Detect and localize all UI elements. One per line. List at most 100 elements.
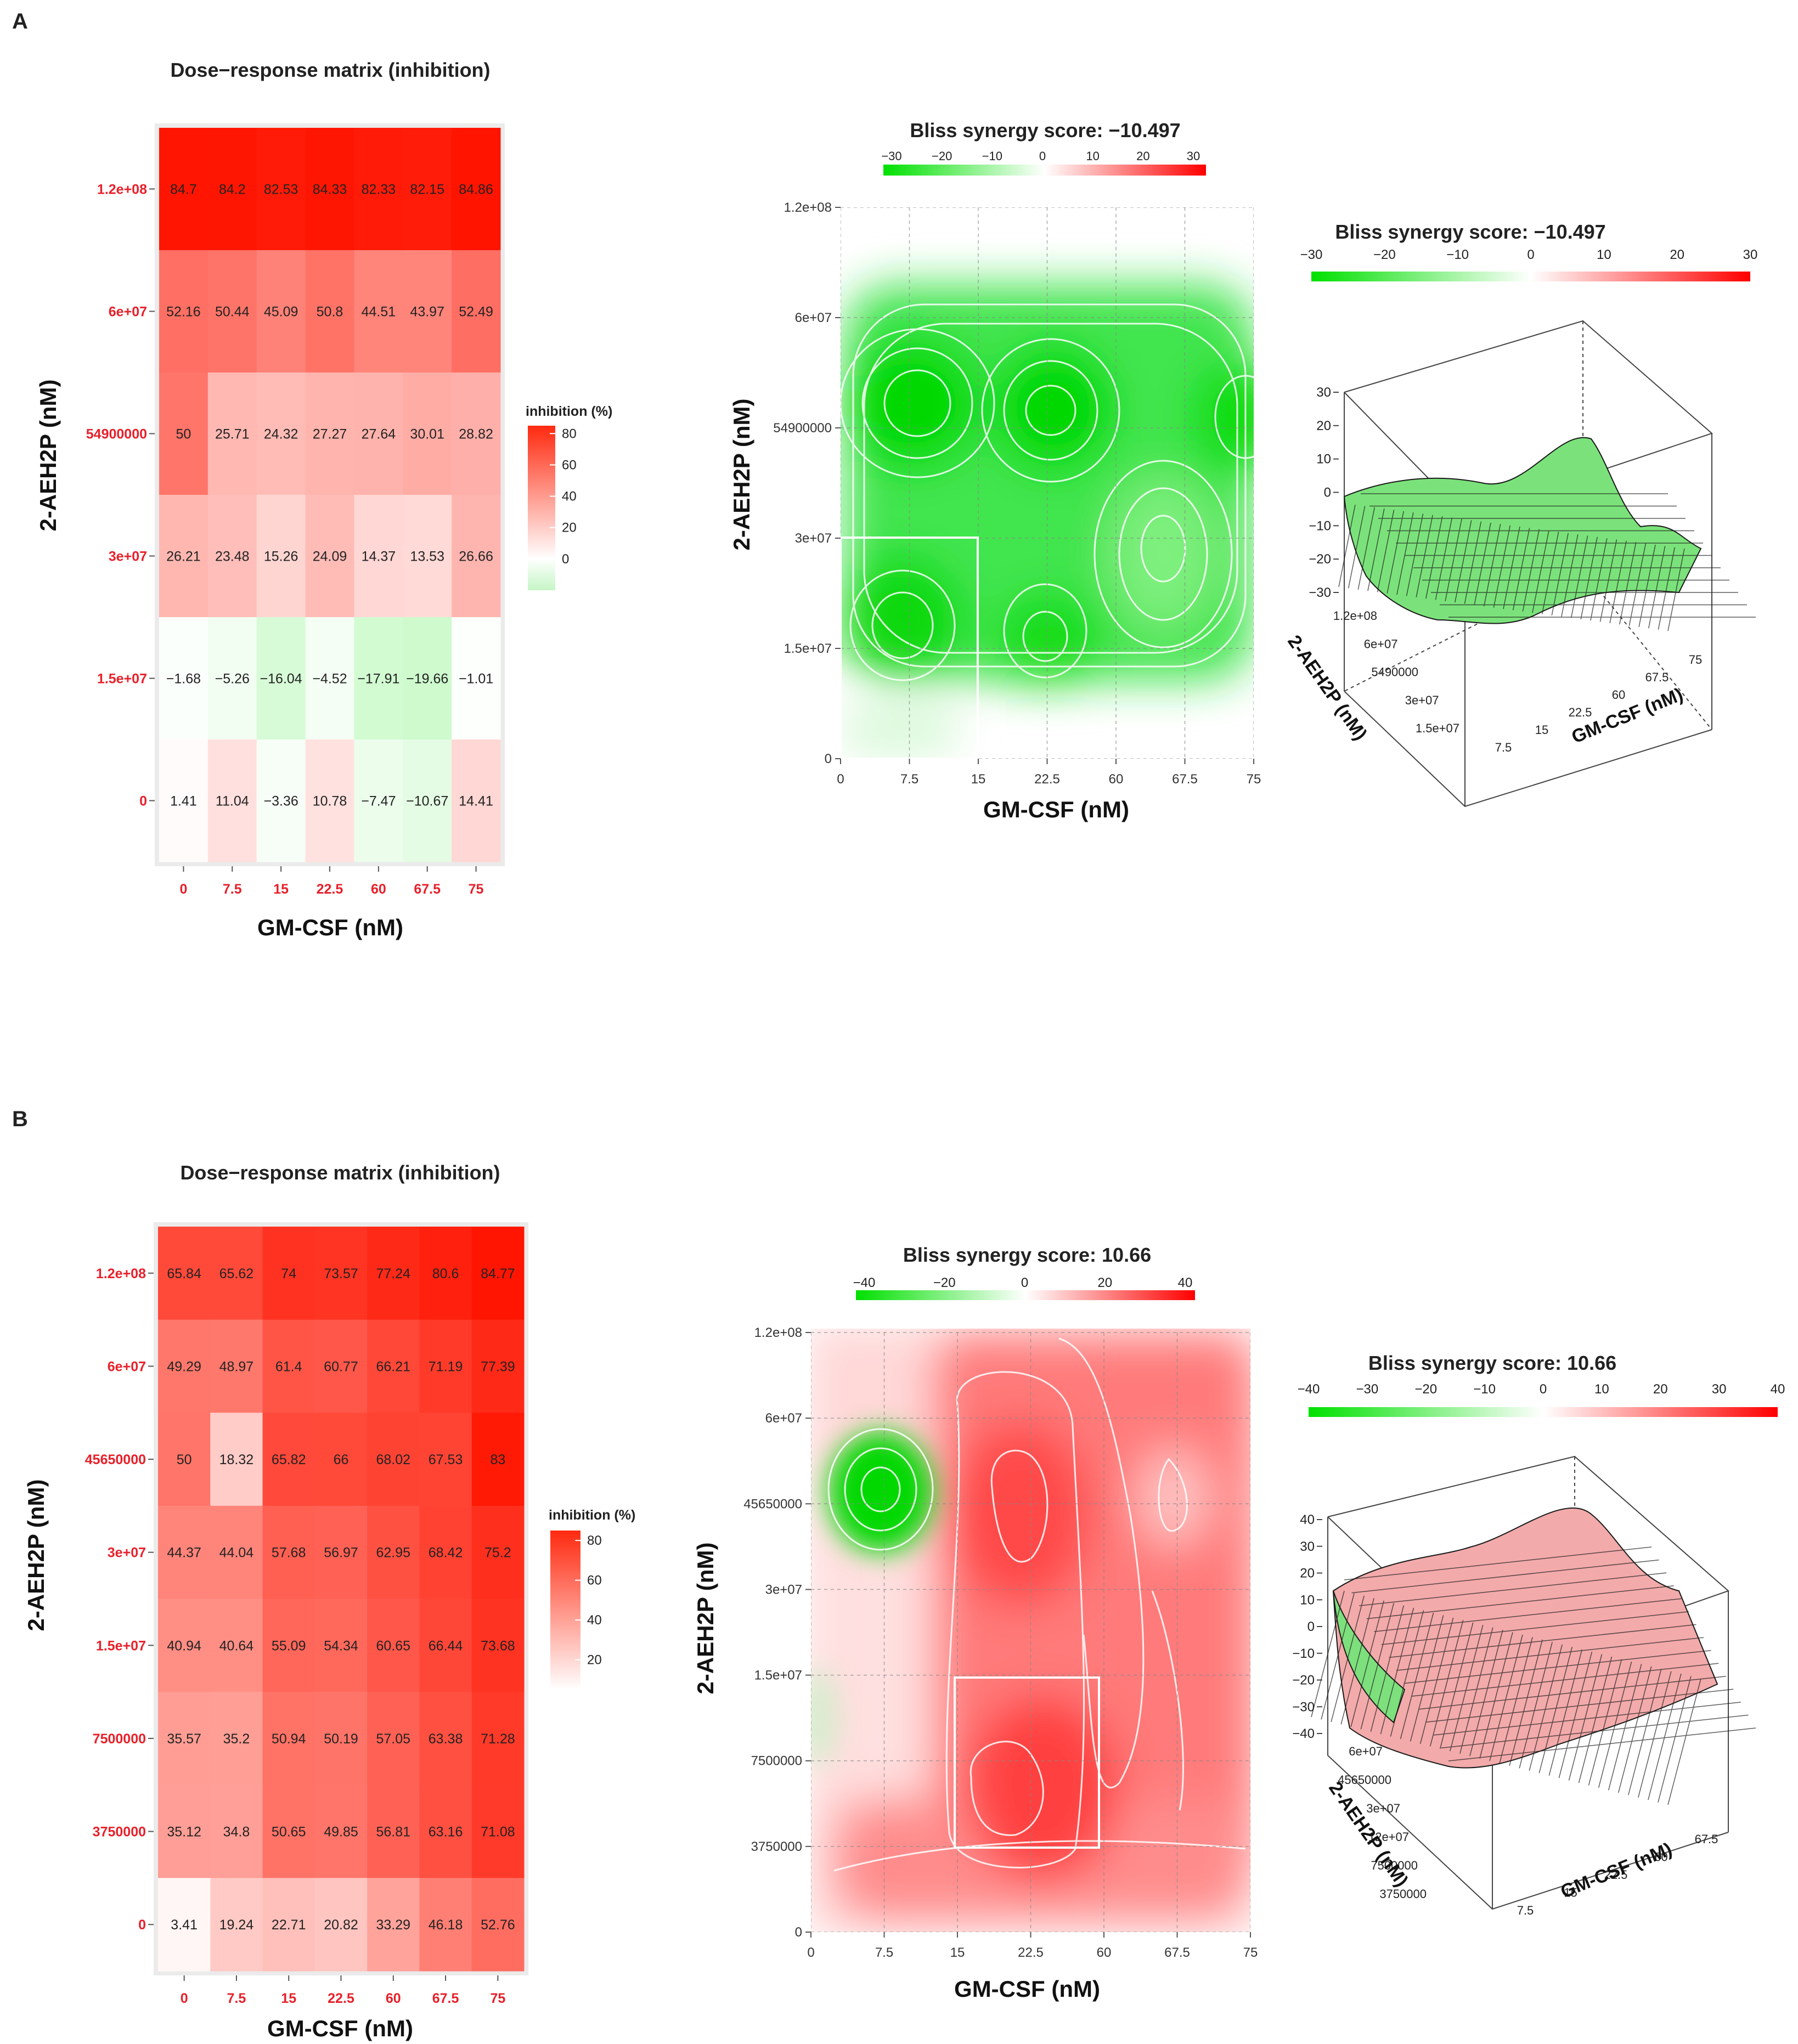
mesh-line: [1390, 1610, 1424, 1737]
y-tick-label: 1.2e+08: [97, 182, 147, 197]
z-tick-label: 30: [1316, 385, 1331, 400]
cell-label: 1.41: [170, 794, 197, 809]
y-tick-label: 54900000: [86, 427, 147, 442]
mesh-line: [1389, 1624, 1696, 1658]
legend-tick-label: 40: [587, 1613, 602, 1628]
heatmap-cell: [367, 1505, 420, 1599]
colorbar-tick-label: 0: [1039, 149, 1046, 163]
y-tick-label: 3e+07: [795, 531, 832, 546]
mesh-line: [1410, 1615, 1444, 1742]
cell-label: 19.24: [219, 1917, 254, 1933]
cell-label: 73.57: [324, 1266, 358, 1281]
heatmap-cell: [419, 1785, 472, 1878]
mesh-line: [1638, 1671, 1672, 1798]
y-tick-label: 3750000: [93, 1825, 146, 1840]
z-tick-label: 10: [1300, 1593, 1315, 1607]
heatmap-cell: [256, 739, 306, 862]
cell-label: −5.26: [215, 671, 250, 687]
cell-label: 49.85: [324, 1825, 358, 1840]
heatmap-cell: [452, 617, 501, 740]
legend-tick-label: 60: [587, 1573, 602, 1588]
cell-label: 57.68: [272, 1545, 306, 1561]
y-tick-label: 1.2e+08: [96, 1266, 146, 1281]
colorbar-tick-label: −30: [1356, 1382, 1379, 1397]
x-tick-label: 7.5: [875, 1945, 893, 1960]
mesh-line: [1344, 1546, 1652, 1580]
cell-label: 65.82: [272, 1452, 306, 1467]
heatmap-cell: [159, 250, 208, 373]
legend-tick-label: 80: [587, 1533, 602, 1548]
z-tick-label: 10: [1316, 452, 1331, 467]
heatmap-cell: [207, 495, 257, 618]
colorbar-tick-label: −10: [1446, 247, 1469, 262]
heatmap-cell: [207, 617, 257, 740]
cell-label: 65.62: [219, 1266, 254, 1281]
mesh-line: [1374, 1598, 1682, 1633]
y-tick-label: 54900000: [773, 421, 832, 436]
mesh-line: [1499, 1637, 1533, 1764]
y-tick-label: 0: [795, 1925, 802, 1940]
heatmap-cell: [210, 1319, 263, 1413]
x-tick-label: 7.5: [900, 772, 918, 787]
cell-label: 34.8: [223, 1825, 250, 1840]
cell-label: 33.29: [376, 1917, 411, 1933]
cell-label: 62.95: [376, 1545, 411, 1561]
cell-label: 60.77: [324, 1359, 358, 1374]
mesh-line: [1493, 525, 1511, 608]
cell-label: 83: [490, 1452, 505, 1467]
cell-label: 50.8: [317, 304, 343, 320]
mesh-line: [1357, 507, 1376, 590]
mesh-line: [1450, 1625, 1484, 1752]
surface-b-colorbar: [1309, 1407, 1778, 1417]
surface-y-tick-label: 1.5e+07: [1416, 721, 1459, 735]
mesh-line: [1558, 1651, 1593, 1778]
heatmap-cell: [367, 1227, 420, 1320]
heatmap-cell: [452, 250, 501, 373]
heatmap-cell: [452, 495, 501, 618]
mesh-line: [1396, 512, 1414, 595]
cell-label: 84.2: [219, 182, 246, 197]
mesh-line: [1351, 1559, 1659, 1594]
mesh-line: [1667, 1678, 1701, 1805]
y-tick-label: 1.2e+08: [784, 200, 832, 215]
cell-label: 52.76: [481, 1917, 515, 1933]
cell-label: 18.32: [219, 1452, 254, 1467]
x-tick-label: 15: [281, 1991, 296, 2006]
x-tick-label: 15: [950, 1945, 965, 1960]
heatmap-cell: [305, 372, 354, 495]
heatmap-cell: [471, 1227, 525, 1320]
heatmap-cell: [210, 1692, 263, 1786]
z-tick-label: 40: [1300, 1512, 1315, 1527]
cell-label: 84.7: [170, 182, 197, 197]
cell-label: 40.64: [219, 1638, 254, 1653]
surface-b: Bliss synergy score: 10.66 −40 −30 −20 −10 0…: [1292, 1352, 1785, 1917]
cell-label: 27.27: [313, 427, 347, 442]
cell-label: 56.81: [376, 1825, 411, 1840]
mesh-line: [1561, 534, 1579, 617]
heatmap-cell: [314, 1505, 368, 1599]
mesh-line: [1321, 1593, 1355, 1720]
colorbar-tick-label: 30: [1712, 1382, 1727, 1397]
surface-y-tick-label: 45650000: [1338, 1773, 1391, 1787]
cell-label: 11.04: [216, 794, 249, 809]
heatmap-cell: [158, 1505, 211, 1599]
heatmap-cell: [210, 1599, 263, 1692]
mesh-line: [1529, 1644, 1563, 1771]
x-tick-label: 22.5: [328, 1991, 354, 2006]
colorbar-tick-label: −20: [1373, 247, 1396, 262]
mesh-line: [1459, 1627, 1493, 1754]
heatmap-cell: [210, 1505, 263, 1599]
mesh-line: [1435, 517, 1453, 600]
heatmap-cell: [207, 128, 257, 251]
y-tick-label: 3e+07: [109, 549, 147, 564]
matrix-a: Dose−response matrix (inhibition) 84.7 84…: [35, 59, 612, 940]
cell-label: 15.26: [264, 549, 298, 564]
surface-y-tick-label: 12e+07: [1368, 1830, 1409, 1844]
surface-x-tick-label: 67.5: [1645, 670, 1669, 684]
heatmap-cell: [262, 1785, 315, 1878]
mesh-line: [1628, 1669, 1662, 1795]
cell-label: 66.21: [376, 1359, 411, 1374]
heatmap-cell: [354, 372, 403, 495]
cell-label: 26.21: [166, 549, 201, 564]
